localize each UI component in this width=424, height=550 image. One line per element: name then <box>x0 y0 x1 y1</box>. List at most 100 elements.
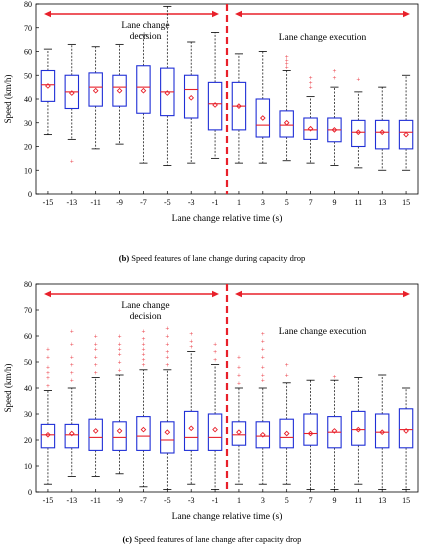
box-iqr <box>303 117 318 140</box>
box-group <box>88 46 103 150</box>
y-tick-label: 50 <box>24 358 32 367</box>
chart-panel-b: 0 10 20 30 40 50 60 70 80 Speed (km/h) -15 -13 -11 -9… <box>0 0 424 268</box>
outlier-marker: + <box>237 353 241 361</box>
execution-arrow-head-left <box>235 10 242 18</box>
box-mean-marker <box>283 119 290 126</box>
outlier-marker: + <box>70 369 74 377</box>
box-mean-marker <box>283 430 290 437</box>
x-tick-label: -5 <box>164 496 171 505</box>
box-mean-marker <box>116 428 123 434</box>
box-mean-marker <box>379 129 386 136</box>
outlier-marker: + <box>285 53 289 61</box>
box-mean-marker <box>68 90 75 96</box>
x-tick-label: 1 <box>237 496 241 505</box>
outlier-marker: + <box>141 327 145 335</box>
box-group: +++ <box>207 340 223 490</box>
y-tick-label: 40 <box>24 95 32 104</box>
box-group: ++++++ <box>40 346 56 485</box>
box-mean-marker <box>45 83 51 89</box>
x-tick-label: -15 <box>43 198 54 207</box>
box-iqr <box>112 421 127 451</box>
x-tick-label: 11 <box>354 198 362 207</box>
box-mean-marker <box>188 425 195 432</box>
box-iqr <box>88 72 103 107</box>
outlier-marker: + <box>70 377 74 385</box>
y-tick-label: 60 <box>24 332 32 341</box>
x-axis-label: Lane change relative time (s) <box>172 511 283 522</box>
outlier-marker: + <box>189 343 193 351</box>
x-tick-label: 13 <box>378 198 386 207</box>
box-iqr <box>40 69 56 102</box>
outlier-marker: + <box>213 340 217 348</box>
box-group: ++++++ <box>112 333 127 475</box>
y-tick-label: 0 <box>28 488 32 497</box>
box-mean-marker <box>164 90 171 96</box>
panel-label-c: (c) <box>122 534 132 544</box>
y-tick-label: 20 <box>24 436 32 445</box>
box-group: ++ <box>279 361 294 485</box>
outlier-marker: + <box>237 379 241 387</box>
outlier-marker: + <box>285 56 289 64</box>
box-mean-marker <box>92 428 99 434</box>
x-tick-label: 7 <box>309 198 313 207</box>
box-group: + <box>327 373 342 490</box>
outlier-marker: + <box>285 361 289 369</box>
chart-panel-c: 0 10 20 30 40 50 60 70 80 Speed (km/h) -15 -13 -11 -9… <box>0 276 424 550</box>
box-group: ++++++ <box>64 327 80 477</box>
box-iqr <box>351 119 366 148</box>
outlier-marker: + <box>141 361 145 369</box>
outlier-marker: + <box>165 353 169 361</box>
outlier-marker: + <box>309 79 313 87</box>
outlier-marker: + <box>165 333 169 341</box>
outlier-marker: + <box>70 353 74 361</box>
box-iqr <box>136 65 151 114</box>
caption-text-c: Speed features of lane change after capa… <box>134 534 302 544</box>
execution-arrow-head-left <box>235 290 242 298</box>
box-iqr <box>231 421 247 446</box>
y-axis-label: Speed (km/h) <box>3 75 13 124</box>
decision-arrow-head-right <box>212 10 219 18</box>
x-tick-label: -3 <box>188 496 195 505</box>
x-tick-label: 3 <box>261 198 265 207</box>
box-iqr <box>136 416 151 451</box>
box-group <box>255 51 271 164</box>
phase-label-decision: Lane change <box>121 21 169 31</box>
box-mean-marker <box>116 87 123 94</box>
box-group: +++ <box>303 74 318 164</box>
phase-label-execution: Lane change execution <box>279 327 367 337</box>
x-tick-label: 13 <box>378 496 386 505</box>
y-tick-label: 40 <box>24 384 32 393</box>
phase-label-decision: decision <box>130 312 162 322</box>
execution-arrow-head-right <box>403 290 410 298</box>
outlier-marker: + <box>237 372 241 380</box>
x-tick-label: 15 <box>402 496 410 505</box>
y-tick-label: 80 <box>24 0 32 9</box>
outlier-marker: + <box>118 340 122 348</box>
outlier-marker: + <box>309 74 313 82</box>
box-mean-marker <box>140 87 147 94</box>
y-tick-label: 30 <box>24 119 32 128</box>
y-tick-label: 10 <box>24 166 32 175</box>
outlier-marker: + <box>118 346 122 354</box>
box-mean-marker <box>164 429 171 436</box>
box-mean-marker <box>140 426 147 433</box>
panel-label-b: (b) <box>118 253 130 263</box>
x-tick-label: -11 <box>91 198 101 207</box>
outlier-marker: + <box>46 369 50 377</box>
outlier-marker: + <box>46 374 50 382</box>
decision-arrow-head-left <box>44 10 51 18</box>
outlier-marker: + <box>70 327 74 335</box>
box-mean-marker <box>259 431 266 438</box>
y-tick-label: 60 <box>24 48 32 57</box>
x-tick-label: 11 <box>354 496 362 505</box>
box-group <box>160 5 175 166</box>
box-group <box>374 374 390 490</box>
phase-label-decision: decision <box>130 32 162 42</box>
outlier-marker: + <box>285 372 289 380</box>
outlier-marker: + <box>141 346 145 354</box>
box-iqr <box>279 110 294 138</box>
outlier-marker: + <box>165 361 169 369</box>
outlier-marker: + <box>70 157 74 165</box>
box-group <box>40 48 56 136</box>
execution-arrow-head-right <box>403 10 410 18</box>
